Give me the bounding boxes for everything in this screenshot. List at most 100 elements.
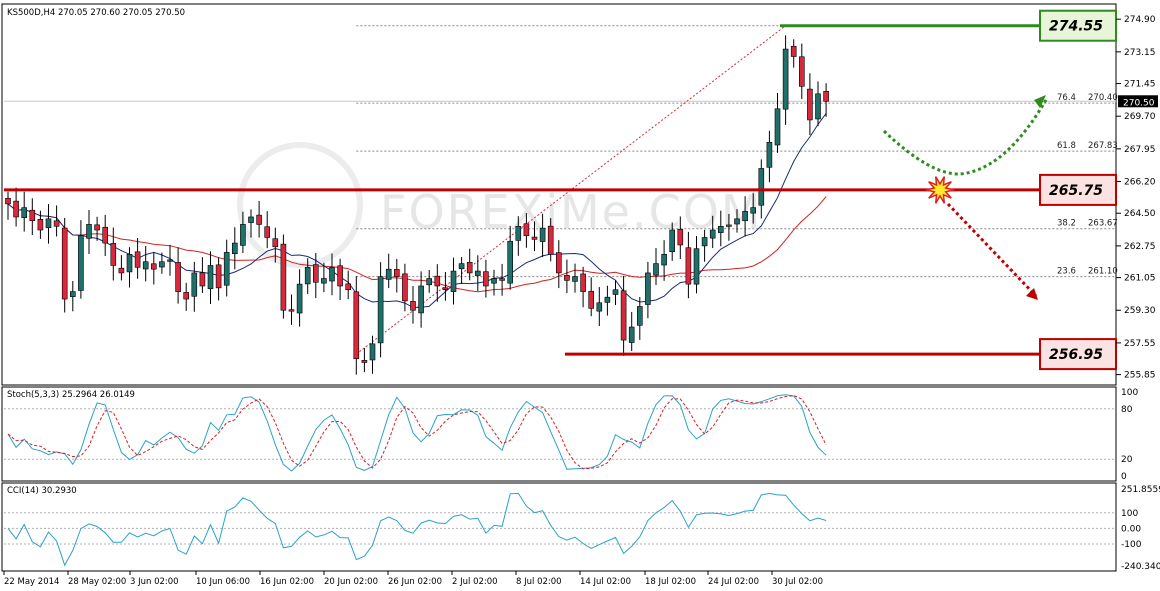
candle-body	[709, 229, 716, 239]
fib-pct-label: 61.8	[1057, 141, 1076, 151]
candle-body	[798, 56, 805, 87]
candle-body	[393, 269, 400, 277]
y-tick-label: 269.70	[1124, 112, 1156, 122]
svg-text:FOREXiMe.COM: FOREXiMe.COM	[380, 185, 763, 239]
candle-body	[159, 261, 165, 268]
y-tick-label: 271.45	[1124, 80, 1156, 90]
candle-body	[418, 285, 424, 314]
x-tick-label: 14 Jul 02:00	[580, 577, 631, 587]
x-tick-label: 16 Jun 02:00	[260, 577, 314, 587]
y-tick-label: 259.30	[1124, 306, 1156, 316]
candle-body	[499, 278, 505, 281]
x-tick-label: 8 Jul 02:00	[516, 577, 562, 587]
y-tick-label: 255.85	[1124, 371, 1156, 381]
x-tick-label: 10 Jun 06:00	[196, 577, 250, 587]
candle-body	[491, 278, 497, 284]
candle-body	[53, 220, 60, 227]
candle-body	[304, 267, 311, 285]
candle-body	[402, 273, 408, 302]
candle-body	[815, 93, 821, 120]
cci-panel	[1, 482, 1117, 572]
cci-tick-label: -100	[1121, 540, 1142, 550]
cci-tick-label: -240.340	[1121, 562, 1160, 572]
candle-body	[483, 271, 489, 287]
candle-body	[750, 207, 757, 214]
stoch-tick-label: 20	[1121, 455, 1133, 465]
candle-body	[345, 283, 352, 291]
candle-body	[661, 253, 667, 266]
candle-body	[807, 88, 813, 121]
cci-tick-label: 251.8559	[1121, 485, 1160, 495]
x-tick-label: 18 Jul 02:00	[645, 577, 696, 587]
candle-body	[191, 272, 198, 297]
candle-body	[588, 290, 595, 309]
x-tick-label: 30 Jul 02:00	[772, 577, 823, 587]
candle-body	[410, 301, 416, 311]
stoch-tick-label: 0	[1121, 472, 1127, 482]
candle-body	[86, 224, 92, 239]
candle-body	[474, 270, 481, 276]
candle-body	[5, 197, 11, 205]
current-price-tag: 270.50	[1123, 98, 1155, 108]
candle-body	[790, 45, 797, 57]
candle-body	[264, 226, 271, 238]
candle-body	[280, 243, 287, 311]
candle-body	[758, 168, 765, 206]
stoch-label: Stoch(5,3,3) 25.2964 26.0149	[7, 390, 135, 400]
candle-body	[701, 237, 708, 247]
candle-body	[183, 292, 189, 300]
current-price-tag-bg	[1118, 95, 1158, 108]
candle-body	[167, 259, 173, 262]
x-tick-label: 2 Jul 02:00	[452, 577, 498, 587]
fib-price-label: 263.67	[1088, 219, 1118, 229]
stoch-main-line	[7, 394, 827, 472]
candle-body	[223, 252, 230, 286]
candle-body	[572, 276, 578, 282]
x-tick-label: 20 Jun 02:00	[324, 577, 378, 587]
price-panel	[1, 3, 1117, 386]
candle-body	[596, 302, 603, 312]
candle-body	[539, 227, 546, 242]
candle-body	[547, 225, 554, 255]
candle-body	[248, 216, 254, 223]
candle-body	[717, 225, 724, 233]
x-tick-label: 24 Jul 02:00	[708, 577, 759, 587]
candle-body	[94, 224, 100, 231]
candle-body	[774, 108, 781, 146]
candle-body	[102, 226, 108, 244]
candle-body	[296, 283, 303, 314]
candle-body	[118, 267, 125, 274]
stoch-tick-label: 80	[1121, 405, 1133, 415]
candle-body	[766, 142, 773, 168]
candle-body	[37, 219, 44, 231]
candle-body	[734, 218, 740, 225]
level-box-target_down	[1039, 338, 1117, 371]
fib-price-label: 270.40	[1088, 93, 1118, 103]
candle-body	[742, 211, 748, 222]
candle-body	[240, 224, 246, 246]
candle-body	[45, 218, 52, 229]
candle-body	[580, 273, 586, 292]
x-tick-label: 22 May 2014	[4, 577, 59, 587]
fib-price-label: 261.10	[1088, 267, 1118, 277]
candle-body	[823, 91, 829, 102]
level-label-target_down: 256.95	[1049, 347, 1103, 363]
level-label-resistance: 265.75	[1049, 183, 1103, 199]
candle-body	[507, 240, 514, 284]
candle-body	[531, 236, 538, 240]
candle-body	[466, 261, 473, 274]
candle-body	[458, 263, 465, 270]
candle-body	[321, 278, 327, 284]
candle-body	[434, 275, 441, 287]
projection-up-arrowhead	[1034, 95, 1046, 108]
fib-pct-label: 23.6	[1057, 267, 1076, 277]
candle-body	[515, 225, 522, 241]
candle-body	[385, 268, 392, 280]
candle-body	[564, 275, 570, 281]
candle-body	[151, 263, 157, 270]
candle-body	[636, 306, 643, 326]
level-box-target_up	[1039, 9, 1117, 42]
candle-body	[653, 263, 659, 276]
y-tick-label: 274.90	[1124, 15, 1156, 25]
